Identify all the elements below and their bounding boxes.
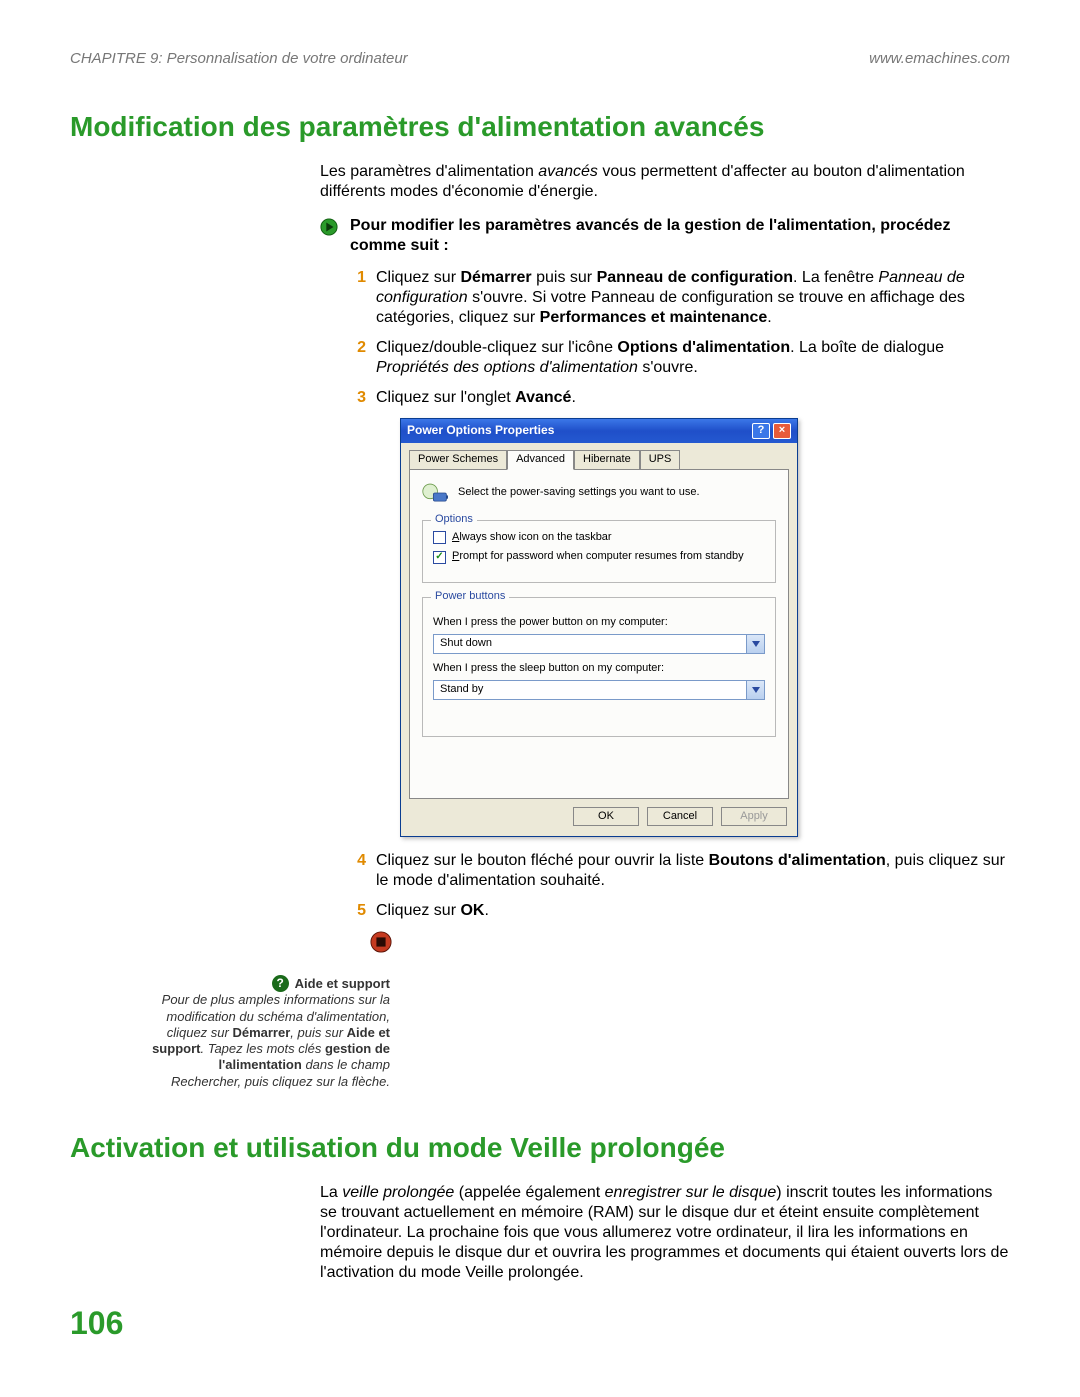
question-icon: ? xyxy=(272,975,289,992)
sleep-button-value: Stand by xyxy=(434,681,746,699)
dialog-titlebar: Power Options Properties ? × xyxy=(401,419,797,443)
power-options-dialog: Power Options Properties ? × Power Schem… xyxy=(400,418,798,838)
panel-description: Select the power-saving settings you wan… xyxy=(458,486,700,500)
procedure-heading: Pour modifier les paramètres avancés de … xyxy=(350,216,1010,256)
play-icon xyxy=(320,218,338,236)
section-title-1: Modification des paramètres d'alimentati… xyxy=(70,109,1010,144)
dialog-title: Power Options Properties xyxy=(407,423,554,438)
group-options-label: Options xyxy=(431,513,477,527)
header-url: www.emachines.com xyxy=(869,50,1010,69)
power-button-label: When I press the power button on my comp… xyxy=(433,616,765,630)
step-4: 4 Cliquez sur le bouton fléché pour ouvr… xyxy=(352,851,1010,891)
section-title-2: Activation et utilisation du mode Veille… xyxy=(70,1130,1010,1165)
battery-icon xyxy=(422,480,448,506)
step-3: 3 Cliquez sur l'onglet Avancé. xyxy=(352,388,1010,408)
cancel-button[interactable]: Cancel xyxy=(647,807,713,827)
help-support-note: ? Aide et support Pour de plus amples in… xyxy=(130,975,390,1090)
ok-button[interactable]: OK xyxy=(573,807,639,827)
power-button-value: Shut down xyxy=(434,635,746,653)
chevron-down-icon[interactable] xyxy=(746,681,764,699)
checkbox-prompt-password-label: Prompt for password when computer resume… xyxy=(452,550,744,564)
tab-advanced[interactable]: Advanced xyxy=(507,450,574,470)
tab-hibernate[interactable]: Hibernate xyxy=(574,450,640,470)
step-2: 2 Cliquez/double-cliquez sur l'icône Opt… xyxy=(352,338,1010,378)
power-button-combo[interactable]: Shut down xyxy=(433,634,765,654)
chevron-down-icon[interactable] xyxy=(746,635,764,653)
apply-button[interactable]: Apply xyxy=(721,807,787,827)
sleep-button-combo[interactable]: Stand by xyxy=(433,680,765,700)
checkbox-show-icon[interactable] xyxy=(433,531,446,544)
group-options: Options Always show icon on the taskbar … xyxy=(422,520,776,584)
tab-power-schemes[interactable]: Power Schemes xyxy=(409,450,507,470)
hibernate-paragraph: La veille prolongée (appelée également e… xyxy=(320,1183,1010,1283)
group-power-buttons: Power buttons When I press the power but… xyxy=(422,597,776,737)
chapter-label: CHAPITRE 9: Personnalisation de votre or… xyxy=(70,50,408,69)
checkbox-prompt-password[interactable]: ✓ xyxy=(433,551,446,564)
dialog-tabs: Power Schemes Advanced Hibernate UPS xyxy=(401,443,797,469)
group-power-buttons-label: Power buttons xyxy=(431,590,509,604)
help-button[interactable]: ? xyxy=(752,423,770,439)
checkbox-show-icon-label: Always show icon on the taskbar xyxy=(452,531,612,545)
stop-icon xyxy=(370,931,392,953)
step-5: 5 Cliquez sur OK. xyxy=(352,901,1010,921)
page-number: 106 xyxy=(70,1303,1010,1343)
tab-ups[interactable]: UPS xyxy=(640,450,681,470)
sleep-button-label: When I press the sleep button on my comp… xyxy=(433,662,765,676)
tab-panel-advanced: Select the power-saving settings you wan… xyxy=(409,469,789,799)
intro-paragraph: Les paramètres d'alimentation avancés vo… xyxy=(320,162,1010,202)
close-button[interactable]: × xyxy=(773,423,791,439)
step-1: 1 Cliquez sur Démarrer puis sur Panneau … xyxy=(352,268,1010,328)
help-title-text: Aide et support xyxy=(295,976,390,992)
